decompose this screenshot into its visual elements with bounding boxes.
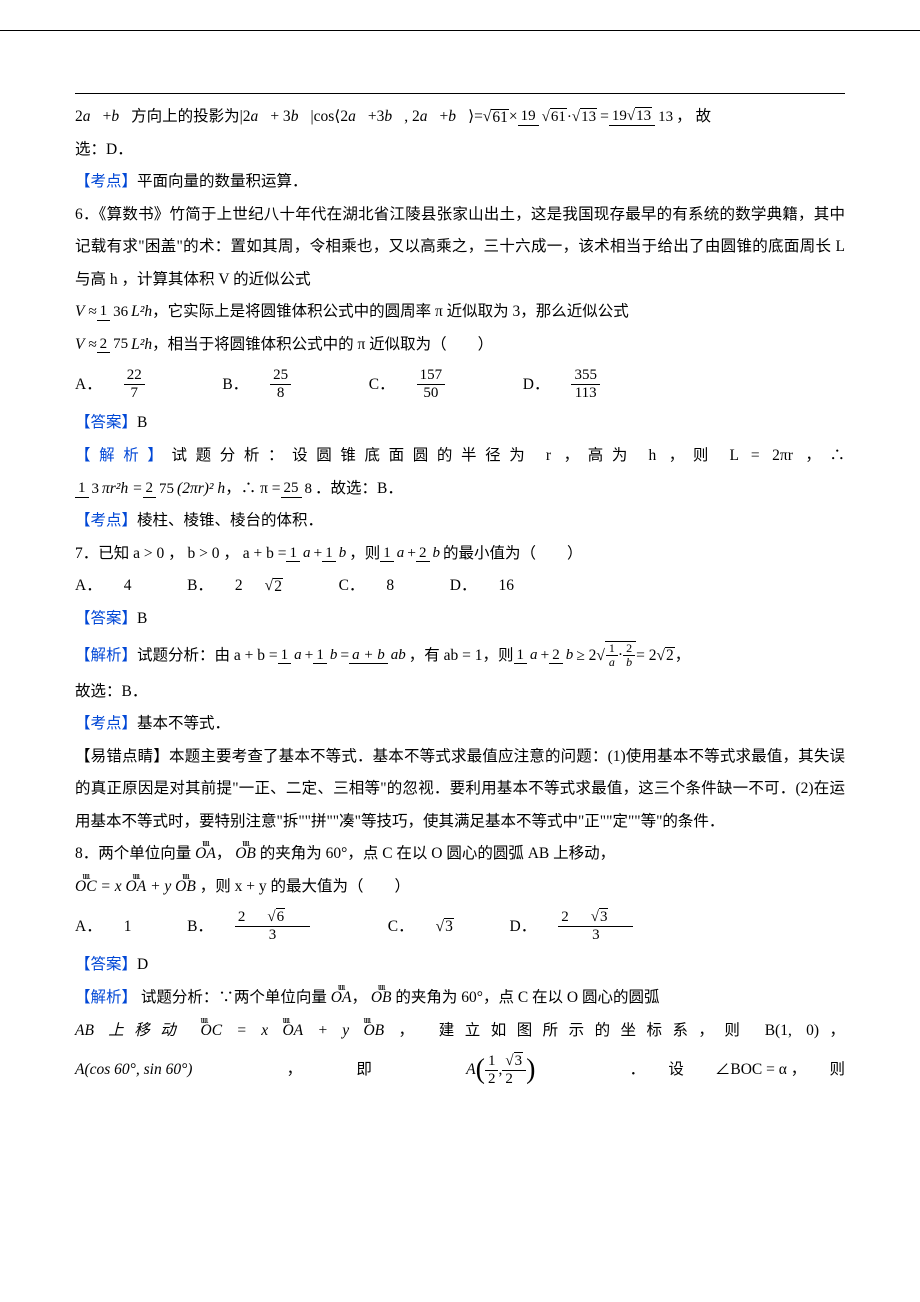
- q8-stem-line1: 8．两个单位向量 ιιιιOA， ιιιιOB 的夹角为 60°，点 C 在以 …: [75, 838, 845, 871]
- q8-stem-line2: ιιιιOC = x ιιιιOA + y ιιιιOB ，则 x + y 的最…: [75, 871, 845, 904]
- vector-ob-icon: ιιιιOB: [235, 840, 256, 860]
- option-d: D．2√33: [510, 909, 678, 943]
- q6-formula2: V ≈ 275 L²h ，相当于将圆锥体积公式中的 π 近似取为（ ）: [75, 329, 845, 362]
- q6-kaodian: 【考点】棱柱、棱锥、棱台的体积．: [75, 505, 845, 538]
- fraction: 19 √61·√13: [518, 108, 600, 126]
- q8-jiexi-line2: AB 上移动 ιιιιOC = x ιιιιOA + y ιιιιOB ， 建立…: [75, 1015, 845, 1048]
- q7-options: A．4 B．2√2 C．8 D．16: [75, 570, 845, 603]
- option-a: A．227: [75, 367, 189, 401]
- q8-answer: 【答案】D: [75, 949, 845, 982]
- option-c: C．8: [339, 578, 417, 594]
- vector-oa-icon: ιιιιOA: [195, 840, 216, 860]
- option-b: B．2√2: [187, 578, 305, 595]
- q7-jiexi: 【解析】 试题分析：由 a + b = 1a + 1b = a + bab ，有…: [75, 635, 845, 675]
- q6-stem: 6．《算数书》竹简于上世纪八十年代在湖北省江陵县张家山出土，这是我国现存最早的有…: [75, 199, 845, 297]
- q7-yicuo: 【易错点睛】本题主要考查了基本不等式．基本不等式求最值应注意的问题：(1)使用基…: [75, 741, 845, 839]
- q8-jiexi-line3: A(cos 60°, sin 60°) ， 即 A ( 12 , √32 ) ．…: [75, 1047, 845, 1093]
- option-b: B．258: [222, 367, 335, 401]
- q7-kaodian: 【考点】基本不等式．: [75, 708, 845, 741]
- document-page: 2a⃗ + b⃗ 方向上的投影为 |2a⃗ + 3b⃗| cos ⟨2a⃗+3b…: [0, 30, 920, 1133]
- q7-answer: 【答案】B: [75, 603, 845, 636]
- q6-formula1: V ≈ 136 L²h ，它实际上是将圆锥体积公式中的圆周率 π 近似取为 3，…: [75, 296, 845, 329]
- q5-kaodian: 【考点】平面向量的数量积运算．: [75, 166, 845, 199]
- q6-jiexi-eq: 13 πr²h = 275 (2πr)² h ，∴ π = 258 ．故选：B．: [75, 472, 845, 505]
- q5-tail-line1: 2a⃗ + b⃗ 方向上的投影为 |2a⃗ + 3b⃗| cos ⟨2a⃗+3b…: [75, 101, 845, 134]
- header-rule: [75, 93, 845, 94]
- option-a: A．4: [75, 578, 153, 594]
- q6-jiexi: 【解析】试题分析：设圆锥底面圆的半径为 r ，高为 h ，则 L = 2πr ，…: [75, 440, 845, 473]
- kaodian-label: 【考点】: [75, 173, 137, 190]
- option-d: D．355113: [523, 367, 644, 401]
- q5-tail-line2: 选：D．: [75, 134, 845, 167]
- q6-options: A．227 B．258 C．15750 D．355113: [75, 361, 845, 407]
- q8-jiexi-line1: 【解析】 试题分析：∵两个单位向量 ιιιιOA， ιιιιOB 的夹角为 60…: [75, 982, 845, 1015]
- q7-stem: 7．已知 a > 0 ， b > 0 ， a + b = 1a + 1b ，则 …: [75, 538, 845, 571]
- q8-options: A．1 B．2√63 C．√3 D．2√33: [75, 903, 845, 949]
- option-c: C．15750: [369, 367, 489, 401]
- fraction: 19√13 13: [609, 108, 676, 126]
- option-d: D．16: [450, 578, 536, 594]
- option-a: A．1: [75, 919, 153, 935]
- q7-jiexi-line2: 故选：B．: [75, 676, 845, 709]
- option-b: B．2√63: [187, 909, 354, 943]
- option-c: C．√3: [388, 918, 476, 935]
- vector-oc-icon: ιιιιOC: [75, 873, 97, 893]
- q6-answer: 【答案】B: [75, 407, 845, 440]
- content-body: 2a⃗ + b⃗ 方向上的投影为 |2a⃗ + 3b⃗| cos ⟨2a⃗+3b…: [75, 101, 845, 1093]
